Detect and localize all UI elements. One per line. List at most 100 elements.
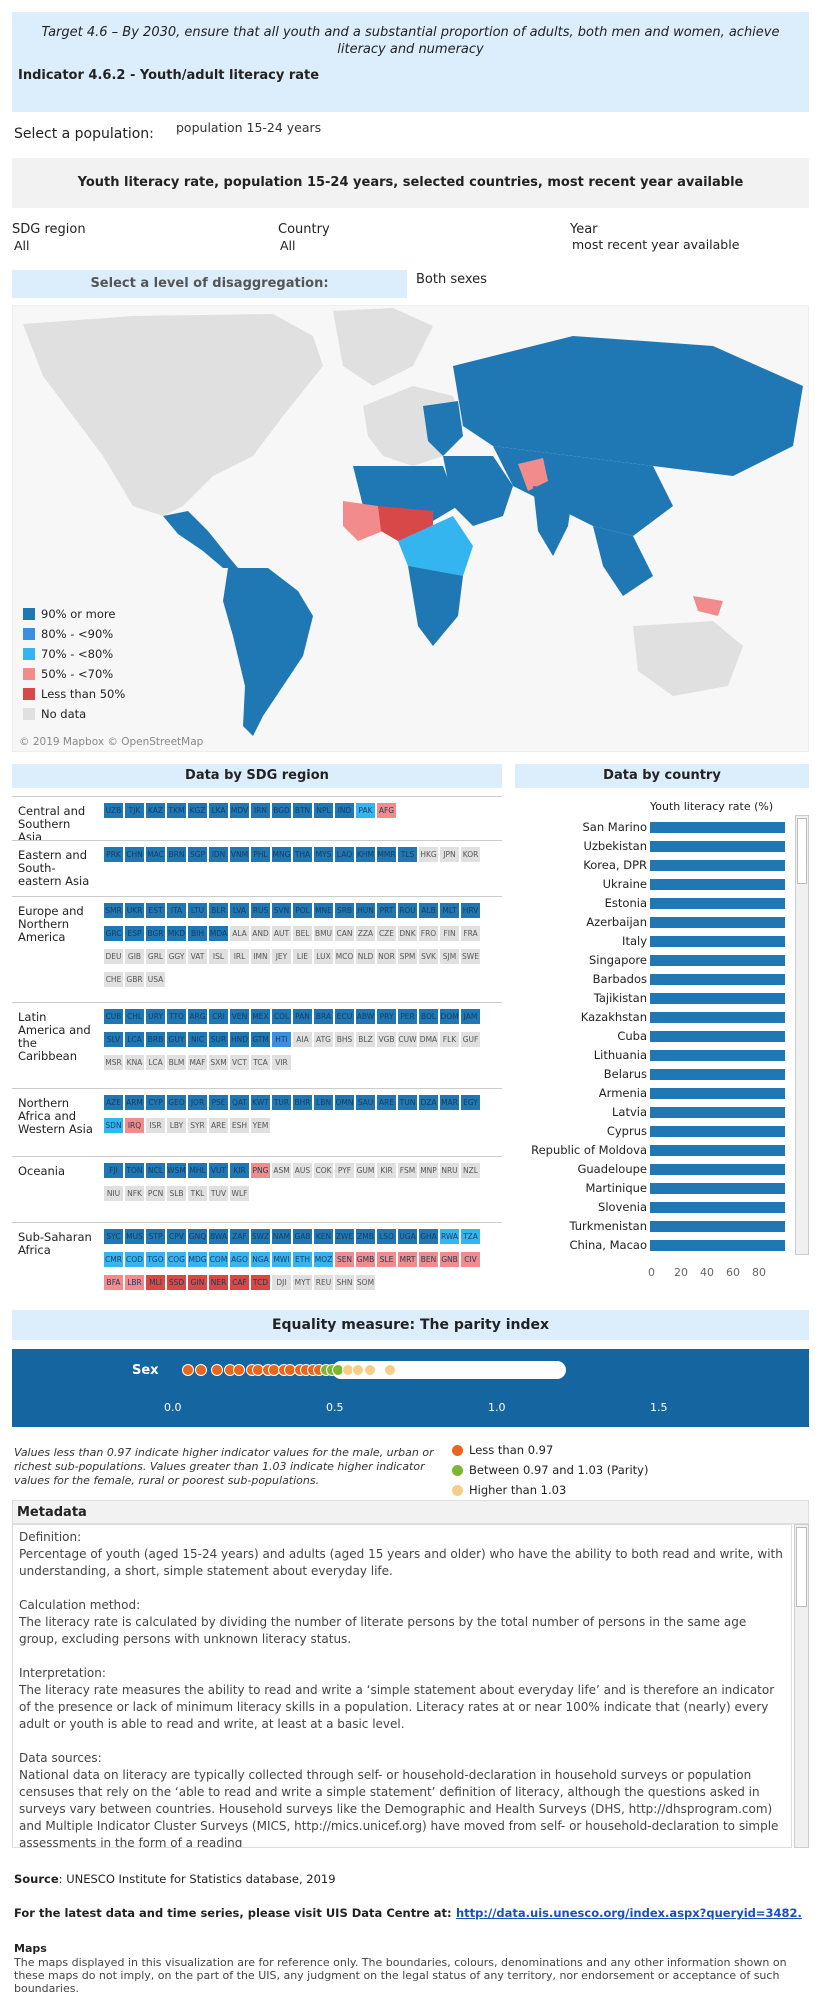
country-chip[interactable]: ROU — [398, 903, 417, 918]
parity-dot[interactable] — [194, 1364, 207, 1376]
parity-dot[interactable] — [364, 1364, 377, 1376]
country-chip[interactable]: GHA — [419, 1229, 438, 1244]
country-chip[interactable]: SLE — [377, 1252, 396, 1267]
country-chip[interactable]: FJI — [104, 1163, 123, 1178]
parity-dot[interactable] — [233, 1364, 246, 1376]
country-chip[interactable]: GBR — [125, 972, 144, 987]
country-chip[interactable]: ITA — [167, 903, 186, 918]
country-chip[interactable]: MYT — [293, 1275, 312, 1290]
country-chip[interactable]: GMB — [356, 1252, 375, 1267]
country-chip[interactable]: KHM — [356, 847, 375, 862]
country-chip[interactable]: HRV — [461, 903, 480, 918]
country-chip[interactable]: MDV — [230, 803, 249, 818]
country-chip[interactable]: NRU — [440, 1163, 459, 1178]
country-chip[interactable]: EGY — [461, 1095, 480, 1110]
country-chip[interactable]: GAB — [293, 1229, 312, 1244]
population-select[interactable]: population 15-24 years — [176, 120, 322, 135]
country-chip[interactable]: LTU — [188, 903, 207, 918]
country-chip[interactable]: MUS — [125, 1229, 144, 1244]
country-chip[interactable]: PHL — [251, 847, 270, 862]
country-chip[interactable]: LIE — [293, 949, 312, 964]
country-chip[interactable]: GGY — [167, 949, 186, 964]
country-chip[interactable]: IRL — [230, 949, 249, 964]
country-chip[interactable]: SMR — [104, 903, 123, 918]
country-chip[interactable]: GUY — [167, 1032, 186, 1047]
country-chip[interactable]: NFK — [125, 1186, 144, 1201]
country-chip[interactable]: WLF — [230, 1186, 249, 1201]
country-chip[interactable]: CHL — [125, 1009, 144, 1024]
country-chip[interactable]: TCD — [251, 1275, 270, 1290]
country-bar-row[interactable]: Korea, DPR — [515, 857, 793, 873]
country-chip[interactable]: CUB — [104, 1009, 123, 1024]
country-chip[interactable]: TUV — [209, 1186, 228, 1201]
country-select[interactable]: All — [280, 238, 296, 253]
country-chip[interactable]: ARE — [209, 1118, 228, 1133]
country-chip[interactable]: FSM — [398, 1163, 417, 1178]
country-bar-row[interactable]: Uzbekistan — [515, 838, 793, 854]
country-chip[interactable]: TJK — [125, 803, 144, 818]
country-chip[interactable]: BHR — [293, 1095, 312, 1110]
country-chip[interactable]: PRK — [104, 847, 123, 862]
country-chip[interactable]: BGR — [146, 926, 165, 941]
country-chip[interactable]: VNM — [230, 847, 249, 862]
country-chip[interactable]: PYF — [335, 1163, 354, 1178]
country-chip[interactable]: BHS — [335, 1032, 354, 1047]
country-chip[interactable]: POL — [293, 903, 312, 918]
country-chip[interactable]: SUR — [209, 1032, 228, 1047]
country-chip[interactable]: GUF — [461, 1032, 480, 1047]
country-chip[interactable]: ALB — [419, 903, 438, 918]
country-chip[interactable]: VGB — [377, 1032, 396, 1047]
country-chip[interactable]: MWI — [272, 1252, 291, 1267]
world-map[interactable]: 90% or more 80% - <90% 70% - <80% 50% - … — [12, 305, 809, 752]
country-chip[interactable]: ATG — [314, 1032, 333, 1047]
country-bar-list[interactable]: San Marino Uzbekistan Korea, DPR Ukraine Est… — [515, 815, 793, 1255]
country-chip[interactable]: MSR — [104, 1055, 123, 1070]
country-chip[interactable]: DJI — [272, 1275, 291, 1290]
country-bar-row[interactable]: Azerbaijan — [515, 914, 793, 930]
country-chip[interactable]: AND — [251, 926, 270, 941]
country-bar-row[interactable]: Tajikistan — [515, 990, 793, 1006]
country-bar-row[interactable]: Italy — [515, 933, 793, 949]
country-bar-row[interactable]: Singapore — [515, 952, 793, 968]
country-chip[interactable]: STP — [146, 1229, 165, 1244]
country-chip[interactable]: NPL — [314, 803, 333, 818]
country-chip[interactable]: GEO — [167, 1095, 186, 1110]
country-chip[interactable]: VIR — [272, 1055, 291, 1070]
country-chip[interactable]: SPM — [398, 949, 417, 964]
parity-dot[interactable] — [210, 1364, 223, 1376]
country-chip[interactable]: ZAF — [230, 1229, 249, 1244]
country-chip[interactable]: NGA — [251, 1252, 270, 1267]
country-chip[interactable]: COL — [272, 1009, 291, 1024]
country-chip[interactable]: SVK — [419, 949, 438, 964]
country-chip[interactable]: BEL — [293, 926, 312, 941]
country-chip[interactable]: FIN — [440, 926, 459, 941]
country-chip[interactable]: BWA — [209, 1229, 228, 1244]
country-chip[interactable]: CHE — [104, 972, 123, 987]
country-chip[interactable]: MOZ — [314, 1252, 333, 1267]
country-chip[interactable]: UGA — [398, 1229, 417, 1244]
country-chip[interactable]: SWZ — [251, 1229, 270, 1244]
country-chip[interactable]: QAT — [230, 1095, 249, 1110]
country-chip[interactable]: MMR — [377, 847, 396, 862]
country-chip[interactable]: HTI — [272, 1032, 291, 1047]
country-chip[interactable]: LKA — [209, 803, 228, 818]
country-chip[interactable]: USA — [146, 972, 165, 987]
country-chip[interactable]: ASM — [272, 1163, 291, 1178]
country-chip[interactable]: TUR — [272, 1095, 291, 1110]
country-chip[interactable]: ECU — [335, 1009, 354, 1024]
country-chip[interactable]: FLK — [440, 1032, 459, 1047]
country-chip[interactable]: CYP — [146, 1095, 165, 1110]
country-chip[interactable]: BOL — [419, 1009, 438, 1024]
country-chip[interactable]: YEM — [251, 1118, 270, 1133]
country-chip[interactable]: TCA — [251, 1055, 270, 1070]
country-chip[interactable]: ETH — [293, 1252, 312, 1267]
country-bar-row[interactable]: San Marino — [515, 819, 793, 835]
country-chip[interactable]: NLD — [356, 949, 375, 964]
legend-item[interactable]: Less than 50% — [23, 684, 125, 704]
country-chip[interactable]: CUW — [398, 1032, 417, 1047]
country-chip[interactable]: GUM — [356, 1163, 375, 1178]
country-chip[interactable]: GNB — [440, 1252, 459, 1267]
country-chip[interactable]: CMR — [104, 1252, 123, 1267]
country-chip[interactable]: ISL — [209, 949, 228, 964]
legend-item[interactable]: 70% - <80% — [23, 644, 125, 664]
